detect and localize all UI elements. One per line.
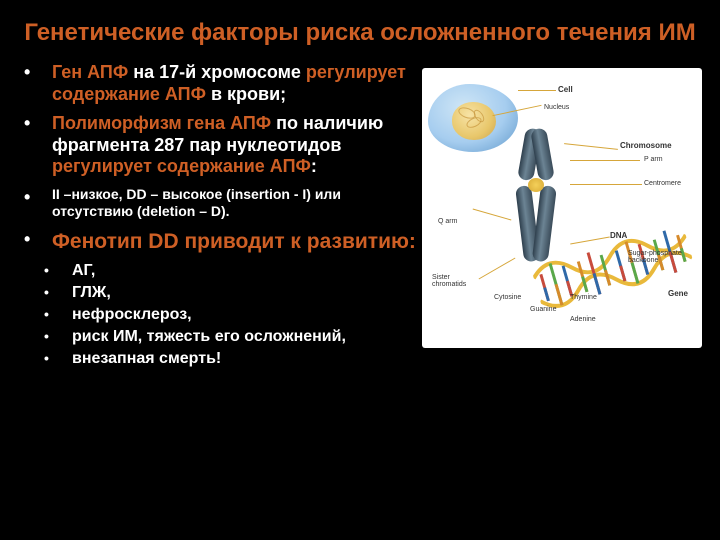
bullet-list: Ген АПФ на 17-й хромосоме регулирует сод… bbox=[22, 62, 422, 254]
cell-shape bbox=[428, 84, 518, 152]
lead-line bbox=[570, 160, 640, 161]
chromosome-shape bbox=[508, 128, 564, 264]
bullet-2: Полиморфизм гена АПФ по наличию фрагмент… bbox=[22, 113, 422, 178]
lbl-guanine: Guanine bbox=[530, 306, 556, 313]
lbl-sugar: Sugar-phosphate backbone bbox=[628, 250, 682, 264]
bullet-2-white-2: : bbox=[311, 156, 317, 176]
centromere-shape bbox=[528, 178, 544, 192]
bullet-1: Ген АПФ на 17-й хромосоме регулирует сод… bbox=[22, 62, 422, 105]
bullet-2-orange-2: регулирует содержание АПФ bbox=[52, 156, 311, 176]
content-row: Ген АПФ на 17-й хромосоме регулирует сод… bbox=[22, 62, 698, 372]
bullet-1-white-2: в крови; bbox=[206, 84, 286, 104]
lbl-nucleus: Nucleus bbox=[544, 104, 569, 111]
sub-item: риск ИМ, тяжесть его осложнений, bbox=[22, 328, 422, 346]
sub-item: нефросклероз, bbox=[22, 306, 422, 324]
lbl-qarm: Q arm bbox=[438, 218, 457, 225]
bullet-1-orange-1: Ген АПФ bbox=[52, 62, 128, 82]
lbl-parm: P arm bbox=[644, 156, 663, 163]
sub-item: внезапная смерть! bbox=[22, 350, 422, 368]
lbl-dna: DNA bbox=[610, 232, 627, 240]
lead-line bbox=[473, 209, 512, 221]
bullet-column: Ген АПФ на 17-й хромосоме регулирует сод… bbox=[22, 62, 422, 372]
lbl-cytosine: Cytosine bbox=[494, 294, 521, 301]
slide: Генетические факторы риска осложненного … bbox=[0, 0, 720, 540]
diagram-column: Cell Nucleus Chromosome P arm Centromere… bbox=[422, 62, 702, 372]
lbl-gene: Gene bbox=[668, 290, 688, 298]
lbl-centromere: Centromere bbox=[644, 180, 681, 187]
lead-line bbox=[518, 90, 556, 91]
sub-item: АГ, bbox=[22, 262, 422, 280]
lead-line bbox=[564, 143, 618, 150]
bullet-4: Фенотип DD приводит к развитию: bbox=[22, 229, 422, 254]
lbl-thymine: Thymine bbox=[570, 294, 597, 301]
lead-line bbox=[570, 184, 642, 185]
nucleus-shape bbox=[452, 102, 496, 140]
bullet-3: II –низкое, DD – высокое (insertion - I)… bbox=[22, 186, 422, 221]
chromosome-diagram: Cell Nucleus Chromosome P arm Centromere… bbox=[422, 68, 702, 348]
sub-item: ГЛЖ, bbox=[22, 284, 422, 302]
chromatin-scribbles bbox=[452, 102, 496, 140]
lbl-sister: Sister chromatids bbox=[432, 274, 466, 288]
lbl-adenine: Adenine bbox=[570, 316, 596, 323]
sub-list: АГ, ГЛЖ, нефросклероз, риск ИМ, тяжесть … bbox=[22, 262, 422, 368]
bullet-1-white-1: на 17-й хромосоме bbox=[128, 62, 306, 82]
lbl-chromosome: Chromosome bbox=[620, 142, 672, 150]
lead-line bbox=[479, 258, 516, 280]
lbl-cell: Cell bbox=[558, 86, 573, 94]
bullet-2-orange-1: Полиморфизм гена АПФ bbox=[52, 113, 271, 133]
slide-title: Генетические факторы риска осложненного … bbox=[22, 18, 698, 48]
